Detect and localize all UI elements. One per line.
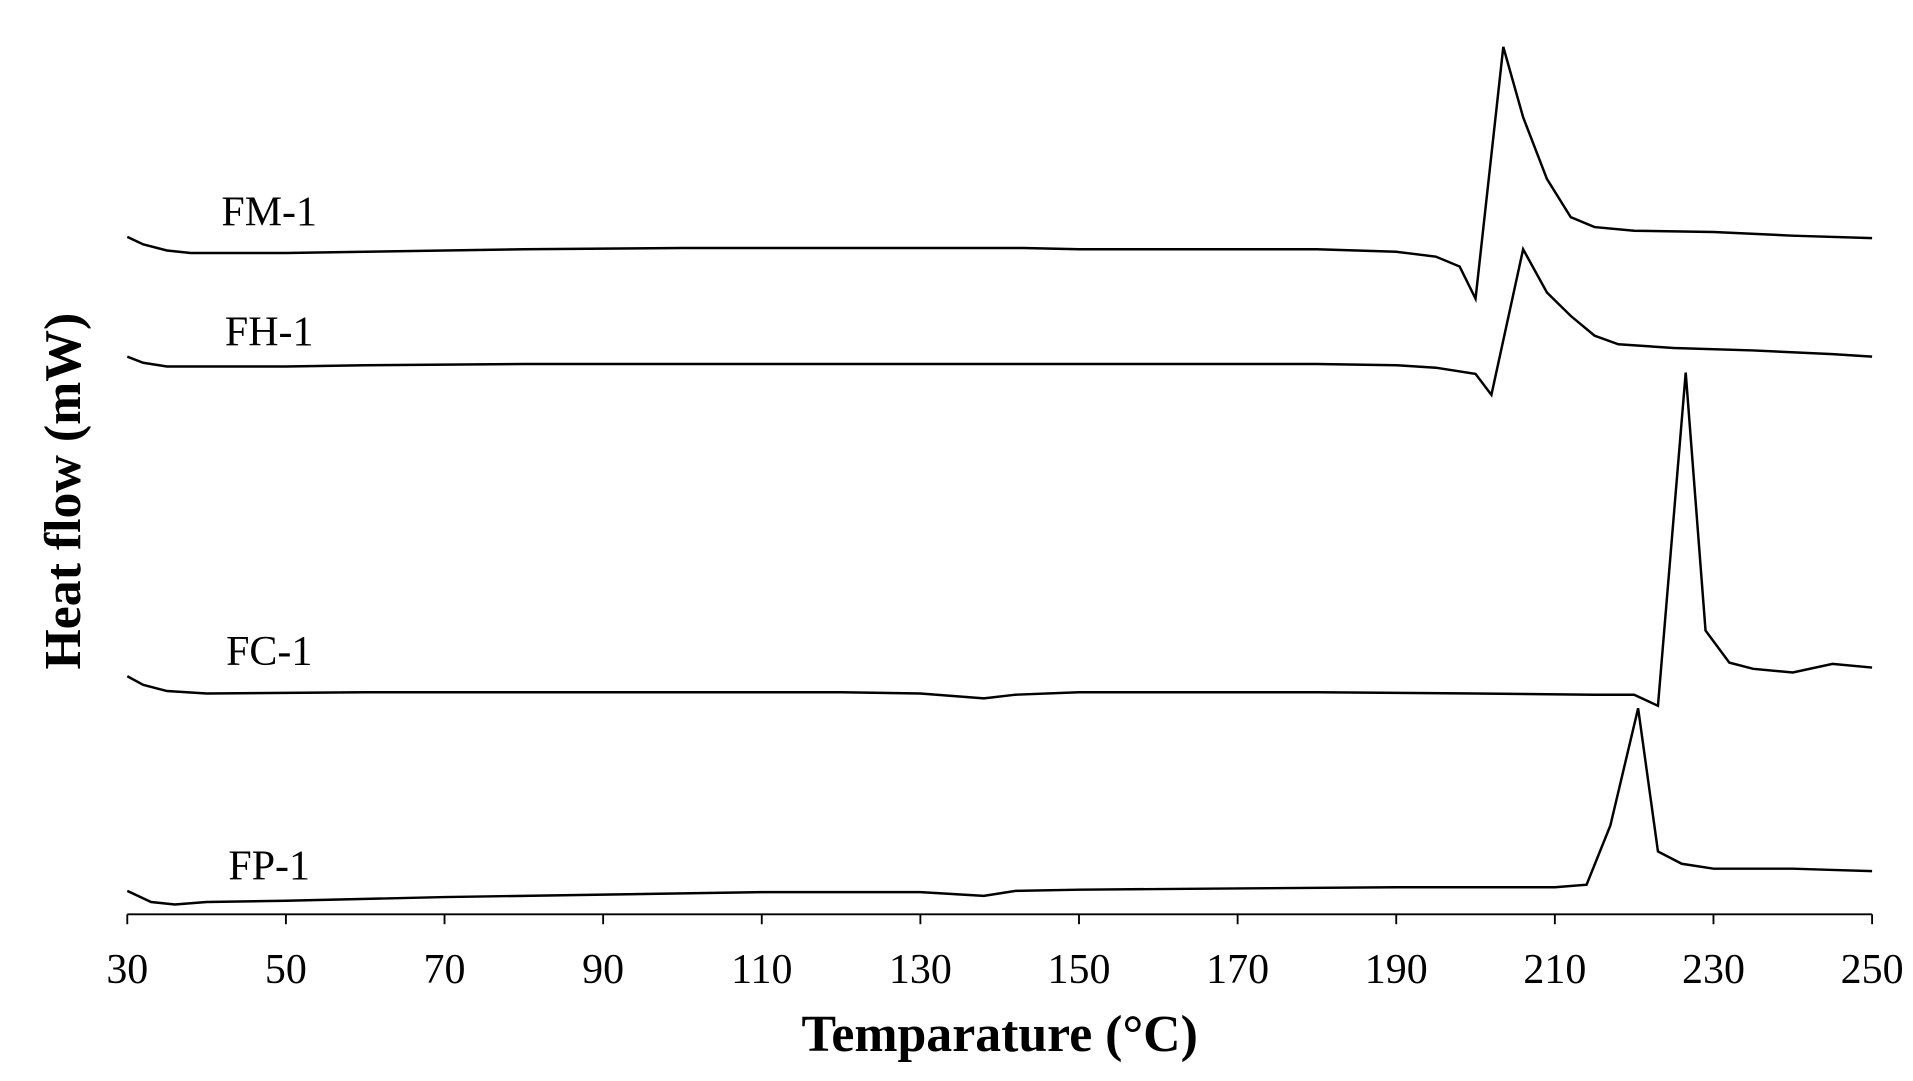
x-tick-label: 70 <box>424 947 466 993</box>
series-label: FC-1 <box>226 629 312 675</box>
series-line <box>126 245 1873 398</box>
x-tick-label: 210 <box>1523 947 1586 993</box>
x-axis-title: Temparature (°C) <box>802 1006 1198 1063</box>
y-axis-title: Heat flow (mW) <box>35 313 92 670</box>
series-line <box>126 372 1873 708</box>
x-tick-label: 90 <box>582 947 624 993</box>
x-tick-label: 190 <box>1365 947 1428 993</box>
series-line <box>126 708 1873 906</box>
x-tick-label: 230 <box>1682 947 1745 993</box>
x-tick-label: 130 <box>889 947 952 993</box>
x-tick-label: 50 <box>265 947 307 993</box>
x-tick-label: 250 <box>1841 947 1904 993</box>
x-tick-label: 150 <box>1048 947 1111 993</box>
x-tick-label: 170 <box>1206 947 1269 993</box>
series-line <box>126 46 1873 303</box>
series-label: FP-1 <box>228 844 310 890</box>
series-label: FH-1 <box>225 309 314 355</box>
x-tick-label: 30 <box>106 947 148 993</box>
series-label: FM-1 <box>221 190 317 236</box>
x-tick-label: 110 <box>731 947 792 993</box>
